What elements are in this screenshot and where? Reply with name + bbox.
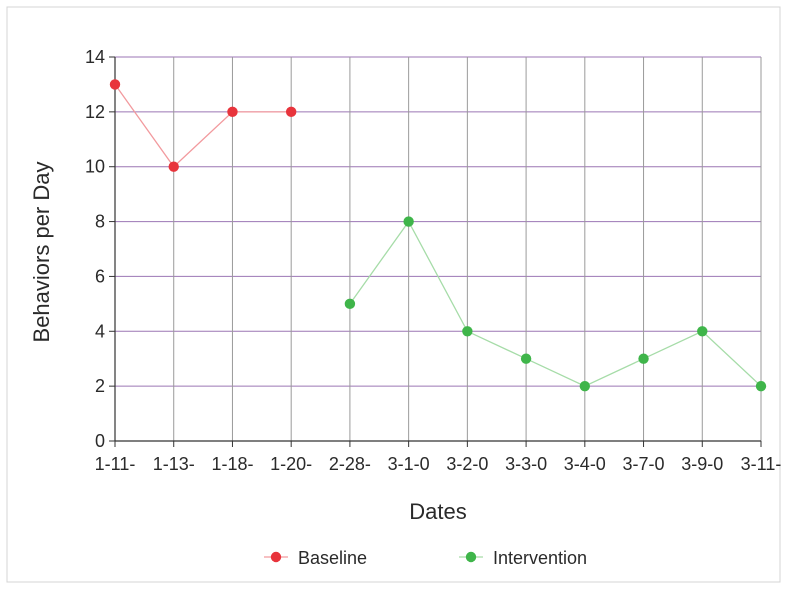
baseline-point: [168, 161, 179, 172]
axes: [109, 56, 762, 447]
x-axis-title: Dates: [409, 499, 466, 524]
intervention-point: [755, 380, 767, 392]
intervention-point: [638, 353, 649, 364]
series-layer: [109, 79, 767, 392]
intervention-point: [344, 298, 356, 310]
x-tick-label: 3-9-0: [681, 454, 723, 474]
y-tick-label: 4: [95, 321, 105, 341]
y-tick-label: 10: [85, 157, 105, 177]
x-tick-label: 1-13-: [153, 454, 195, 474]
intervention-point: [403, 216, 414, 227]
y-tick-label: 6: [95, 266, 105, 286]
chart-frame: [6, 6, 781, 583]
y-tick-label: 14: [85, 47, 105, 67]
legend-intervention-marker: [465, 551, 477, 563]
x-tick-label: 1-20-: [270, 454, 312, 474]
x-tick-label: 3-3-0: [505, 454, 547, 474]
legend-baseline-marker: [270, 551, 282, 563]
x-tick-label: 2-28-: [329, 454, 371, 474]
legend-intervention-label: Intervention: [493, 548, 587, 568]
x-tick-label: 3-1-0: [388, 454, 430, 474]
intervention-point: [697, 326, 708, 337]
x-tick-label: 1-11-: [95, 454, 136, 474]
y-tick-label: 8: [95, 212, 105, 232]
x-tick-label: 3-7-0: [623, 454, 665, 474]
baseline-point: [227, 106, 238, 118]
baseline-line: [114, 84, 292, 168]
x-tick-labels: 1-11- 1-13- 1-18- 1-20- 2-28- 3-1-0 3-2-0 3-3-0…: [95, 454, 782, 474]
x-tick-label: 1-18-: [211, 454, 253, 474]
x-tick-label: 3-4-0: [564, 454, 606, 474]
legend: Baseline Intervention: [264, 548, 587, 568]
baseline-point: [285, 106, 297, 118]
y-tick-labels: 0 2 4 6 8 10 12 14: [85, 47, 105, 451]
grid: [115, 56, 762, 441]
y-tick-label: 2: [95, 376, 105, 396]
intervention-point: [520, 353, 532, 364]
intervention-point: [579, 380, 591, 392]
legend-baseline-label: Baseline: [298, 548, 367, 568]
x-tick-label: 3-2-0: [446, 454, 488, 474]
intervention-line: [349, 220, 762, 387]
x-tick-label: 3-11-: [741, 454, 782, 474]
y-axis-title: Behaviors per Day: [29, 162, 54, 343]
intervention-point: [462, 326, 473, 337]
baseline-point: [109, 79, 121, 90]
y-tick-label: 12: [85, 102, 105, 122]
y-tick-label: 0: [95, 431, 105, 451]
